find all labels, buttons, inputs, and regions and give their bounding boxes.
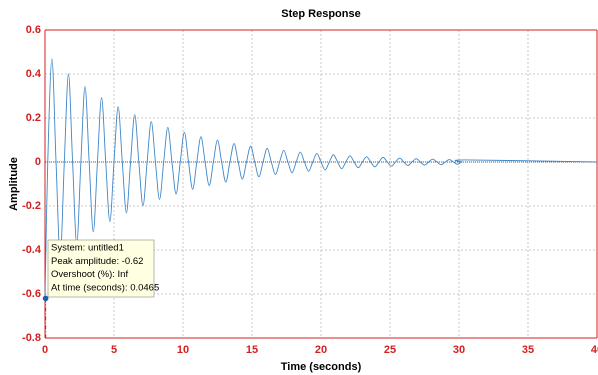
y-tick-label: 0 <box>35 156 41 168</box>
y-tick-label: -0.4 <box>22 244 42 256</box>
datatip-text: Peak amplitude: -0.62 <box>51 256 143 267</box>
line-series <box>44 58 598 299</box>
x-tick-label: 15 <box>246 344 258 356</box>
y-tick-label: 0.6 <box>26 24 41 36</box>
y-tick-label: 0.4 <box>26 68 42 80</box>
x-tick-label: 10 <box>177 344 189 356</box>
datatip-box <box>47 239 155 298</box>
x-axis-label: Time (seconds) <box>281 361 362 373</box>
y-axis-label: Amplitude <box>8 157 20 211</box>
x-tick-label: 30 <box>453 344 465 356</box>
datatip-text: At time (seconds): 0.0465 <box>51 282 159 293</box>
y-tick-label: -0.8 <box>22 332 41 344</box>
x-tick-label: 35 <box>522 344 534 356</box>
x-tick-label: 0 <box>42 344 48 356</box>
datatip-text: System: untitled1 <box>51 243 124 254</box>
x-tick-label: 20 <box>315 344 327 356</box>
x-tick-label: 25 <box>384 344 396 356</box>
y-tick-label: -0.6 <box>22 288 41 300</box>
datatip-text: Overshoot (%): Inf <box>51 269 128 280</box>
y-tick-label: -0.2 <box>22 200 41 212</box>
chart-title: Step Response <box>281 8 360 20</box>
x-tick-label: 5 <box>111 344 117 356</box>
x-tick-label: 40 <box>591 344 598 356</box>
y-tick-label: 0.2 <box>26 112 41 124</box>
datatip-marker <box>42 295 49 302</box>
